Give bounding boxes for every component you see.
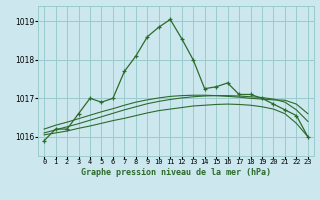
X-axis label: Graphe pression niveau de la mer (hPa): Graphe pression niveau de la mer (hPa) [81, 168, 271, 177]
